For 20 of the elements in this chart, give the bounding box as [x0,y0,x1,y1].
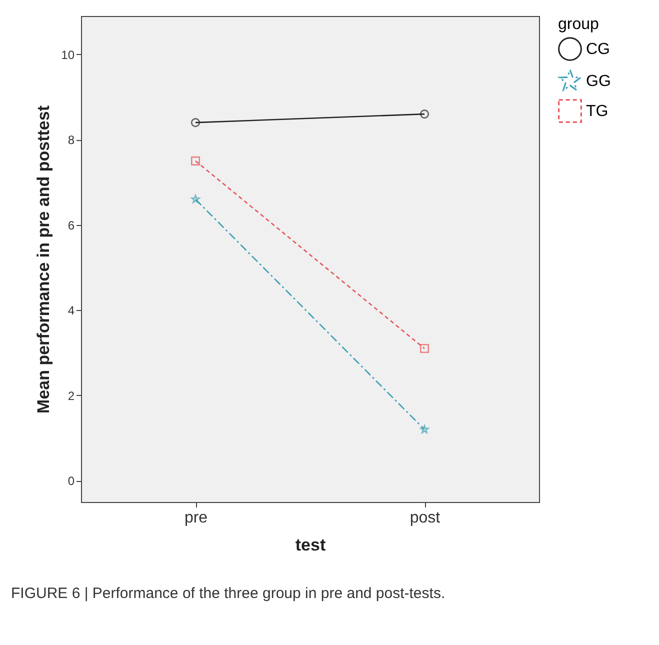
y-tick-label: 8 [68,133,75,148]
x-tick-label: post [410,510,441,526]
point [191,194,200,204]
point [190,156,200,166]
legend-title: group [558,16,600,33]
x-tick-label: pre [184,510,208,526]
y-tick-label: 4 [68,304,75,318]
legend-label: GG [586,73,611,90]
y-axis-title: Mean performance in pre and posttest [34,105,54,414]
point [420,110,430,119]
legend-label: TG [586,103,608,120]
legend-label: CG [586,41,610,58]
y-tick-label: 6 [68,218,75,232]
x-axis-title: test [295,536,326,554]
y-tick-label: 10 [61,48,75,62]
caption: FIGURE 6 | Performance of the three group in pre and post-tests. [11,585,446,602]
y-tick-label: 0 [68,474,75,488]
point [190,118,200,128]
point [420,344,430,354]
y-tick-label: 2 [68,388,75,403]
